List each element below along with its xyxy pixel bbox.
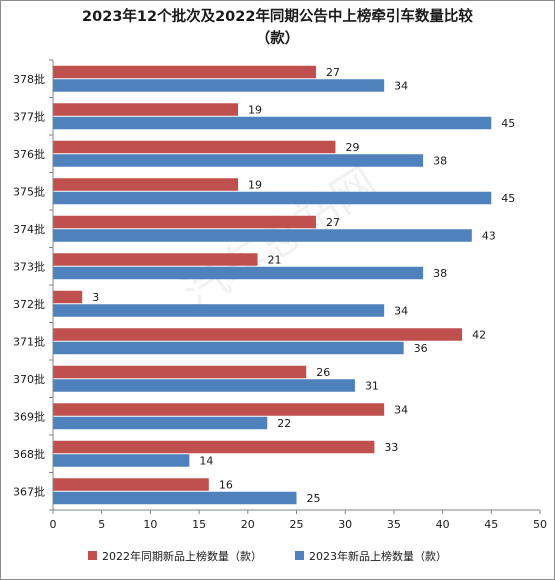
x-tick-label: 0 — [50, 518, 57, 531]
bar-2023 — [53, 191, 492, 205]
legend-item-2022-label: 2022年同期新品上榜数量（款） — [102, 549, 262, 563]
category-label: 374批 — [13, 222, 45, 236]
data-label: 38 — [433, 267, 447, 280]
x-tick-label: 45 — [484, 518, 498, 531]
data-label: 19 — [248, 179, 262, 192]
data-label: 38 — [433, 155, 447, 168]
data-label: 26 — [316, 366, 330, 379]
legend-item-2023-swatch — [295, 551, 304, 560]
bar-2023 — [53, 154, 424, 167]
bar-2023 — [53, 491, 297, 505]
x-tick-label: 35 — [387, 518, 401, 531]
data-label: 19 — [248, 104, 262, 117]
data-label: 34 — [394, 305, 408, 318]
bar-2022 — [53, 440, 375, 454]
data-label: 34 — [394, 404, 408, 417]
data-label: 31 — [365, 380, 379, 393]
bar-2022 — [53, 103, 239, 116]
x-tick-label: 15 — [192, 518, 206, 531]
bar-2022 — [53, 215, 316, 229]
data-label: 42 — [472, 329, 486, 342]
category-label: 373批 — [13, 259, 45, 273]
bar-2023 — [53, 304, 385, 317]
bar-2023 — [53, 341, 404, 355]
data-label: 25 — [307, 492, 321, 505]
category-label: 371批 — [13, 334, 45, 348]
data-label: 22 — [277, 417, 291, 430]
data-label: 45 — [501, 117, 515, 130]
category-label: 375批 — [13, 184, 45, 198]
bar-2023 — [53, 416, 268, 430]
category-label: 367批 — [13, 484, 45, 498]
data-label: 27 — [326, 216, 340, 229]
bar-2022 — [53, 140, 336, 154]
chart-title: 2023年12个批次及2022年同期公告中上榜牵引车数量比较 （款） — [0, 6, 555, 50]
data-label: 29 — [345, 141, 359, 154]
data-label: 34 — [394, 80, 408, 93]
data-label: 45 — [501, 192, 515, 205]
category-label: 378批 — [13, 72, 45, 86]
data-label: 3 — [92, 291, 99, 304]
x-tick-label: 40 — [436, 518, 450, 531]
bar-2022 — [53, 328, 463, 341]
bar-2022 — [53, 478, 209, 491]
bar-2023 — [53, 229, 472, 242]
bar-2023 — [53, 379, 355, 392]
bar-2022 — [53, 403, 385, 416]
data-label: 16 — [219, 479, 233, 492]
bar-2023 — [53, 454, 190, 467]
data-label: 21 — [268, 254, 282, 267]
x-tick-label: 20 — [241, 518, 255, 531]
data-label: 43 — [482, 230, 496, 243]
x-tick-label: 25 — [290, 518, 304, 531]
category-label: 368批 — [13, 447, 45, 461]
bar-2023 — [53, 266, 424, 280]
bar-2022 — [53, 365, 307, 379]
data-label: 36 — [414, 342, 428, 355]
bar-2023 — [53, 116, 492, 130]
bar-2022 — [53, 253, 258, 266]
legend-item-2022-swatch — [88, 551, 97, 560]
bar-2022 — [53, 290, 83, 304]
data-label: 33 — [384, 441, 398, 454]
category-label: 370批 — [13, 372, 45, 386]
category-label: 377批 — [13, 109, 45, 123]
bar-2022 — [53, 65, 316, 79]
bar-2022 — [53, 178, 239, 191]
x-tick-label: 30 — [338, 518, 352, 531]
x-tick-label: 10 — [143, 518, 157, 531]
category-label: 369批 — [13, 409, 45, 423]
chart-title-line1: 2023年12个批次及2022年同期公告中上榜牵引车数量比较 — [82, 9, 473, 25]
x-tick-label: 50 — [533, 518, 547, 531]
data-label: 14 — [199, 455, 213, 468]
legend-item-2023-label: 2023年新品上榜数量（款） — [309, 549, 447, 563]
category-label: 376批 — [13, 147, 45, 161]
chart-title-line2: （款） — [255, 31, 300, 47]
category-label: 372批 — [13, 297, 45, 311]
bar-2023 — [53, 79, 385, 92]
data-label: 27 — [326, 66, 340, 79]
x-tick-label: 5 — [98, 518, 105, 531]
